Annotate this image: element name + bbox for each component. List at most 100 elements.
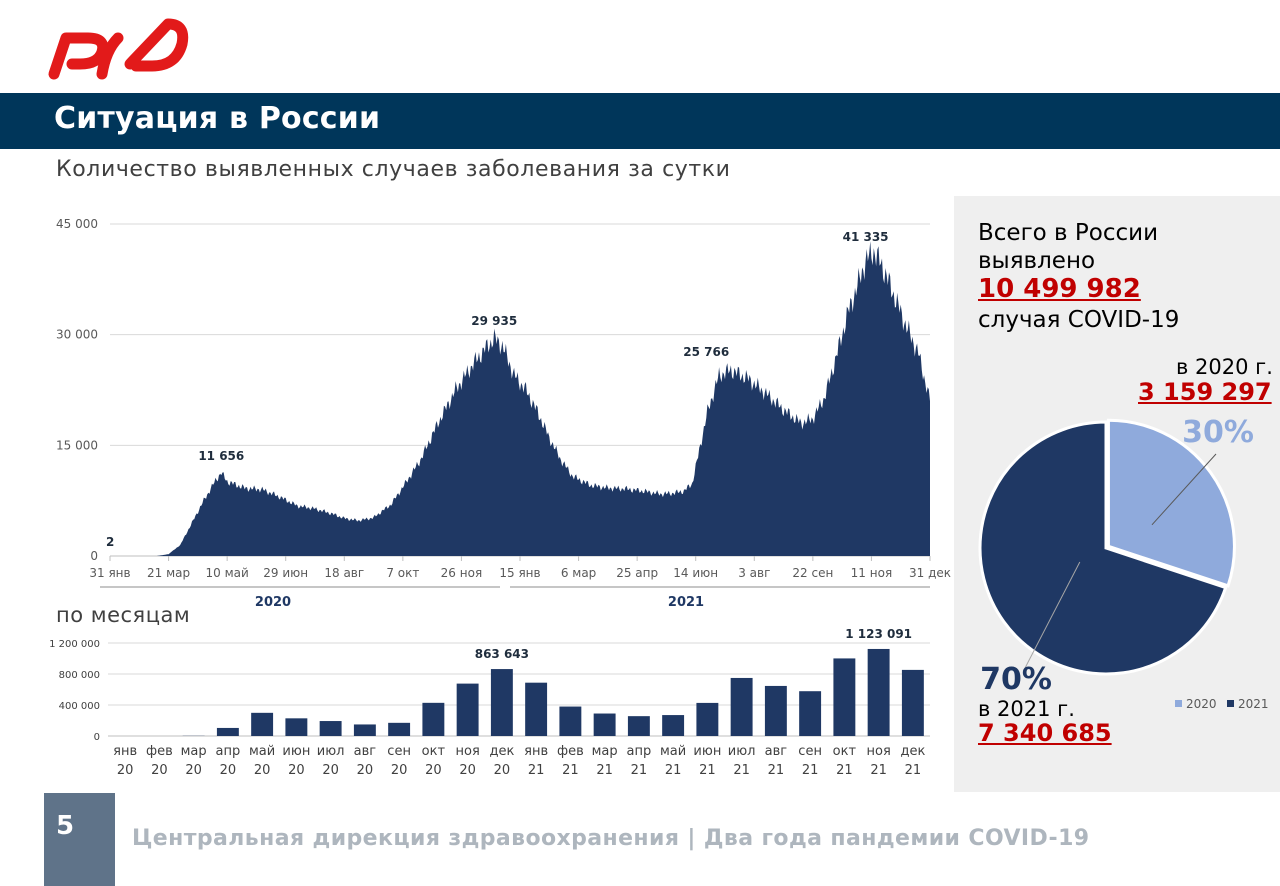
total-value: 10 499 982 (978, 274, 1141, 304)
x-tick-label: ноя (455, 744, 479, 759)
month-bar (251, 712, 274, 736)
peak-label: 41 335 (843, 230, 889, 244)
y2020-label: в 2020 г. (1176, 355, 1273, 379)
x-tick-label: фев (146, 744, 173, 759)
chart-subtitle: Количество выявленных случаев заболевани… (56, 157, 731, 182)
x-tick-label: 20 (117, 763, 134, 778)
x-tick-label: 20 (391, 763, 408, 778)
monthly-title: по месяцам (56, 603, 191, 627)
x-tick-label: 20 (459, 763, 476, 778)
x-tick-label: 25 апр (616, 566, 658, 580)
x-tick-label: мар (181, 744, 207, 759)
month-bar (559, 706, 582, 736)
page-title: Ситуация в России (54, 101, 381, 136)
x-tick-label: фев (557, 744, 584, 759)
pie-percent-label: 70% (980, 662, 1052, 697)
x-tick-label: 31 янв (89, 566, 130, 580)
total-label-line3: случая COVID-19 (978, 307, 1180, 333)
title-bar: Ситуация в России (0, 93, 1280, 149)
x-tick-label: 21 (768, 763, 785, 778)
x-tick-label: апр (627, 744, 652, 759)
x-tick-label: 6 мар (561, 566, 596, 580)
x-tick-label: ноя (866, 744, 890, 759)
month-bar (490, 669, 513, 736)
month-bar (285, 718, 308, 736)
month-bar (627, 716, 650, 736)
leader-line (1023, 561, 1081, 671)
peak-label: 2 (106, 535, 114, 549)
x-tick-label: 26 ноя (441, 566, 483, 580)
month-bar (833, 658, 856, 736)
x-tick-label: 22 сен (792, 566, 833, 580)
x-tick-label: окт (833, 744, 857, 759)
x-tick-label: янв (524, 744, 548, 759)
y2021-label: в 2021 г. (978, 697, 1075, 721)
x-tick-label: 21 (802, 763, 819, 778)
year-share-pie: 30% 70% 2020 2021 (978, 415, 1269, 711)
x-tick-label: 20 (322, 763, 339, 778)
month-bar (696, 702, 719, 736)
legend-swatch (1227, 700, 1234, 707)
x-tick-label: 7 окт (386, 566, 419, 580)
x-tick-label: 21 (699, 763, 716, 778)
monthly-cases-chart: 0 400 000 800 000 1 200 000 янв 20 фев 20 мар 20 а… (49, 627, 930, 778)
legend-swatch (1175, 700, 1182, 707)
y-tick-label: 15 000 (56, 438, 98, 452)
legend-label: 2021 (1238, 697, 1269, 711)
x-tick-label: янв (113, 744, 137, 759)
page-number-box: 5 (44, 793, 115, 886)
x-tick-label: сен (387, 744, 411, 759)
month-bar (901, 669, 924, 736)
x-tick-label: 18 авг (324, 566, 364, 580)
pie-slice-2021 (978, 420, 1228, 676)
x-tick-label: 21 (905, 763, 922, 778)
x-tick-label: дек (489, 744, 514, 759)
month-bar (525, 682, 548, 736)
month-bar (867, 648, 890, 736)
x-tick-label: 21 (631, 763, 648, 778)
x-tick-label: 20 (151, 763, 168, 778)
month-bar (662, 715, 685, 736)
x-tick-label: май (249, 744, 275, 759)
daily-cases-area (110, 241, 930, 557)
x-tick-label: 20 (288, 763, 305, 778)
x-tick-label: 29 июн (263, 566, 308, 580)
x-tick-label: мар (592, 744, 618, 759)
year-label: 2021 (668, 595, 704, 610)
month-bar (730, 677, 753, 736)
page-number: 5 (56, 811, 75, 841)
x-tick-label: 20 (494, 763, 511, 778)
month-bar (353, 724, 376, 736)
x-tick-label: 21 мар (147, 566, 190, 580)
month-bar (388, 722, 411, 736)
y-tick-label: 800 000 (59, 670, 100, 681)
x-tick-label: 20 (220, 763, 237, 778)
x-tick-label: 3 авг (738, 566, 770, 580)
x-tick-label: 21 (528, 763, 545, 778)
month-bar (422, 702, 445, 736)
peak-label: 25 766 (683, 345, 729, 359)
peak-label: 11 656 (198, 449, 244, 463)
year-label: 2020 (255, 595, 291, 610)
x-tick-label: 10 май (205, 566, 248, 580)
x-tick-label: 14 июн (673, 566, 718, 580)
bar-value-label: 863 643 (475, 647, 529, 661)
x-tick-label: авг (354, 744, 377, 759)
x-tick-label: 11 ноя (851, 566, 893, 580)
x-tick-label: дек (900, 744, 925, 759)
x-tick-label: июл (728, 744, 756, 759)
month-bar (764, 685, 787, 736)
x-tick-label: 21 (665, 763, 682, 778)
y-tick-label: 400 000 (59, 701, 100, 712)
y-tick-label: 1 200 000 (49, 639, 100, 650)
leader-line (1151, 453, 1217, 526)
x-tick-label: 31 дек (909, 566, 951, 580)
x-tick-label: 21 (836, 763, 853, 778)
x-tick-label: сен (798, 744, 822, 759)
month-bar (319, 721, 342, 736)
legend-label: 2020 (1186, 697, 1217, 711)
month-bar (799, 691, 822, 736)
x-tick-label: 21 (596, 763, 613, 778)
x-tick-label: 15 янв (499, 566, 540, 580)
month-bar (593, 713, 616, 736)
